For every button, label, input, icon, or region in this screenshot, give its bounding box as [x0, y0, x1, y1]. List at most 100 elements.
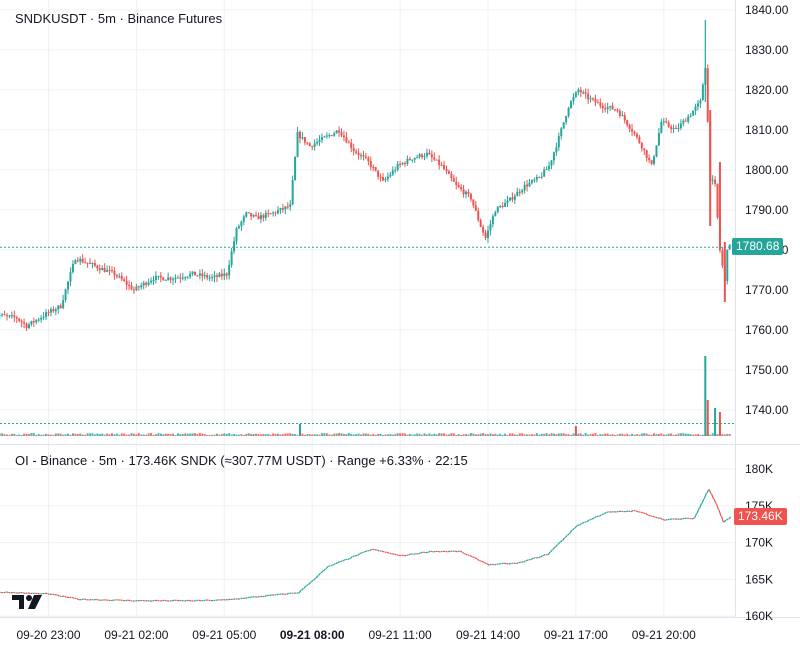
candle-body	[626, 120, 629, 126]
volume-bar	[196, 433, 199, 436]
oi-segment	[533, 557, 536, 559]
volume-bar	[687, 433, 690, 436]
oi-segment	[203, 599, 206, 602]
volume-bar	[662, 434, 665, 436]
volume-bar	[313, 434, 316, 436]
candle-body	[150, 280, 153, 283]
candle-body	[159, 275, 162, 278]
volume-bar	[250, 433, 253, 436]
volume-bar	[303, 434, 306, 436]
candle-body	[494, 212, 497, 217]
volume-bar	[132, 433, 135, 436]
volume-bar	[5, 434, 8, 436]
volume-bar	[242, 434, 245, 436]
candle-body	[306, 142, 309, 144]
candle-body	[40, 317, 43, 320]
candle-body	[213, 275, 216, 278]
candle-body	[279, 208, 282, 211]
candle-body	[516, 191, 519, 197]
oi-segment	[469, 555, 473, 558]
candle-body	[174, 277, 177, 280]
volume-bar	[279, 434, 282, 436]
volume-bar	[555, 434, 558, 436]
volume-bar	[218, 434, 221, 436]
candle-body	[455, 181, 458, 186]
volume-bar	[579, 433, 582, 436]
oi-segment	[198, 599, 202, 602]
oi-segment	[83, 598, 87, 601]
candle-body	[93, 263, 96, 266]
volume-bar	[59, 433, 62, 436]
candle-body	[67, 281, 70, 290]
volume-bar	[567, 434, 570, 436]
volume-bar	[296, 434, 299, 436]
candle-body	[496, 206, 499, 213]
candle-body	[645, 150, 648, 158]
volume-bar	[274, 433, 277, 436]
candle-body	[281, 208, 284, 210]
candle-body	[311, 146, 314, 148]
volume-bar	[648, 434, 651, 436]
candle-body	[594, 98, 597, 103]
oi-segment	[718, 509, 722, 517]
candle-body	[89, 263, 92, 265]
volume-bar	[552, 433, 555, 436]
oi-segment	[538, 556, 541, 559]
volume-bar	[96, 433, 99, 436]
volume-bar	[425, 434, 428, 436]
grid-lines	[0, 0, 735, 617]
candle-body	[623, 115, 626, 121]
oi-segment	[352, 555, 355, 558]
candle-body	[338, 130, 341, 133]
volume-bar	[679, 433, 682, 436]
candle-body	[242, 216, 245, 222]
candle-body	[355, 151, 358, 153]
oi-segment	[693, 513, 698, 519]
oi-segment	[318, 572, 321, 576]
oi-segment	[486, 563, 490, 566]
candle-body	[675, 127, 678, 129]
oi-segment	[650, 515, 653, 517]
tradingview-logo-icon[interactable]	[12, 593, 44, 616]
volume-bar	[20, 434, 23, 436]
candle-body	[523, 184, 526, 191]
volume-bar	[247, 433, 250, 436]
candle-body	[418, 154, 421, 158]
volume-bar	[245, 433, 248, 436]
oi-segment	[362, 551, 365, 554]
candle-body	[445, 169, 448, 172]
volume-bar	[142, 434, 145, 436]
candle-body	[225, 273, 228, 276]
candle-body	[76, 260, 79, 262]
oi-segment	[325, 566, 329, 570]
oi-segment	[22, 592, 26, 594]
candle-body	[679, 123, 682, 129]
volume-bar	[521, 433, 524, 436]
candle-body	[323, 136, 326, 138]
volume-bar	[115, 433, 118, 436]
candle-body	[364, 156, 367, 158]
volume-bar	[557, 433, 560, 436]
oi-legend-sep-3: ·	[329, 453, 338, 468]
oi-segment	[603, 511, 607, 515]
volume-bar	[18, 434, 21, 436]
volume-bar	[203, 433, 206, 436]
candle-body	[506, 200, 509, 204]
candle-body	[45, 312, 48, 317]
volume-bar	[76, 433, 79, 436]
volume-bar	[223, 433, 226, 436]
candle-body	[643, 148, 646, 151]
volume-bar	[723, 434, 726, 436]
volume-bar	[418, 433, 421, 436]
overlay-lines	[0, 246, 735, 424]
candle-body	[233, 241, 236, 252]
candle-body	[484, 232, 487, 238]
volume-bar	[516, 434, 519, 436]
candle-body	[714, 179, 717, 184]
candle-body	[528, 182, 531, 187]
volume-bar	[494, 433, 497, 436]
candle-body	[223, 273, 226, 277]
volume-bar	[479, 433, 482, 436]
candle-body	[218, 273, 221, 277]
